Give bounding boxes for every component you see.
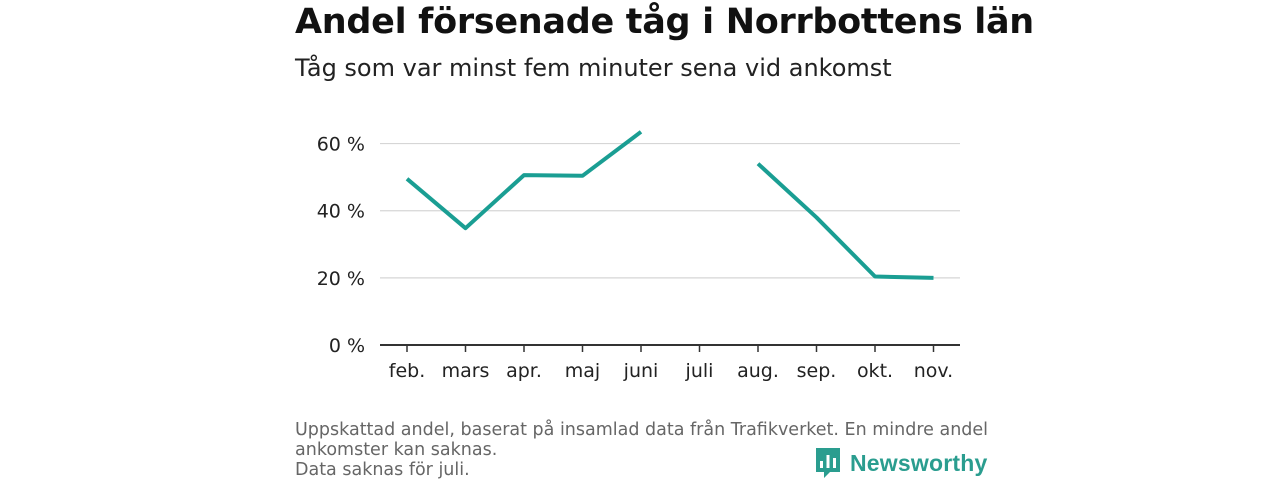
bar-chart-speech-bubble-icon — [816, 448, 840, 478]
x-tick-label: juli — [685, 360, 714, 382]
x-tick-label: aug. — [737, 360, 779, 382]
footnote: Uppskattad andel, baserat på insamlad da… — [295, 420, 995, 480]
series-line — [756, 162, 934, 280]
series-lines — [405, 130, 934, 280]
axes — [380, 344, 960, 352]
x-tick-label: okt. — [857, 360, 893, 382]
chart-subtitle: Tåg som var minst fem minuter sena vid a… — [295, 54, 892, 82]
y-tick-label: 0 % — [329, 335, 365, 357]
x-tick-label: juni — [623, 360, 659, 382]
series-line — [405, 130, 643, 231]
x-tick-label: apr. — [506, 360, 542, 382]
x-tick-labels: feb. mars apr. maj juni juli aug. sep. okt. nov. — [389, 360, 953, 382]
x-tick-label: nov. — [914, 360, 953, 382]
x-tick-label: sep. — [797, 360, 837, 382]
grid-lines — [380, 142, 960, 279]
newsworthy-logo: Newsworthy — [814, 446, 987, 480]
y-tick-label: 20 % — [317, 268, 365, 290]
footnote-line-2: ankomster kan saknas. — [295, 440, 498, 460]
chart-title: Andel försenade tåg i Norrbottens län — [295, 2, 1034, 42]
y-tick-label: 60 % — [317, 134, 365, 156]
x-tick-label: feb. — [389, 360, 425, 382]
footnote-line-3: Data saknas för juli. — [295, 460, 470, 480]
logo-text: Newsworthy — [850, 449, 988, 476]
footnote-line-1: Uppskattad andel, baserat på insamlad da… — [295, 420, 989, 440]
y-tick-labels: 0 % 20 % 40 % 60 % — [317, 134, 365, 357]
y-tick-label: 40 % — [317, 201, 365, 223]
x-tick-label: maj — [565, 360, 600, 382]
x-tick-label: mars — [442, 360, 490, 382]
